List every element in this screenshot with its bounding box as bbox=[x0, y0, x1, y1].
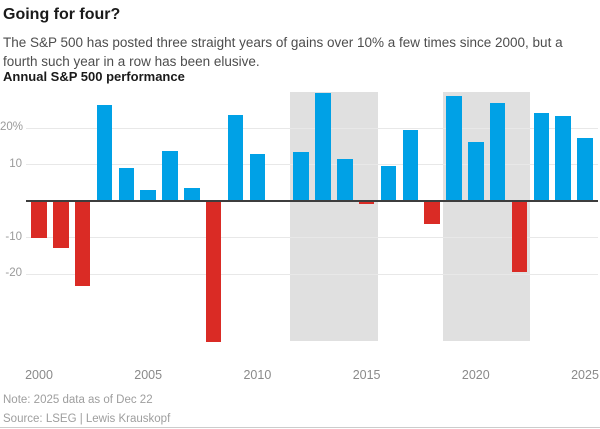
bar-2012 bbox=[293, 152, 309, 201]
bar-2001 bbox=[53, 201, 69, 249]
bar-2017 bbox=[402, 130, 419, 201]
x-tick-label: 2020 bbox=[461, 368, 490, 382]
y-tick-label: 20% bbox=[0, 121, 24, 133]
bar-2010 bbox=[249, 154, 266, 201]
gridline bbox=[26, 127, 598, 129]
bottom-border bbox=[0, 427, 600, 428]
bar-2003 bbox=[96, 104, 113, 201]
bar-2007 bbox=[184, 188, 200, 201]
highlight-band bbox=[290, 92, 378, 341]
bar-2020 bbox=[468, 141, 484, 201]
gridline bbox=[26, 164, 598, 165]
bar-2019 bbox=[446, 95, 462, 201]
bar-2004 bbox=[118, 168, 135, 201]
bar-2022 bbox=[511, 201, 528, 272]
gridline bbox=[26, 237, 598, 238]
bar-2018 bbox=[424, 201, 440, 224]
footnote: Note: 2025 data as of Dec 22 bbox=[3, 394, 153, 406]
chart-subtitle: The S&P 500 has posted three straight ye… bbox=[3, 35, 563, 69]
x-tick-label: 2000 bbox=[25, 368, 53, 382]
bar-2016 bbox=[380, 166, 397, 201]
bar-2025 bbox=[577, 137, 593, 201]
bar-2005 bbox=[140, 190, 156, 201]
bar-2024 bbox=[555, 115, 571, 201]
bar-2013 bbox=[315, 92, 331, 201]
bar-2014 bbox=[337, 159, 353, 201]
bar-2021 bbox=[489, 102, 506, 201]
bar-2000 bbox=[31, 201, 47, 238]
source-line: Source: LSEG | Lewis Krauskopf bbox=[3, 413, 171, 425]
x-tick-label: 2015 bbox=[352, 368, 381, 382]
page-title: Going for four? bbox=[3, 6, 121, 23]
y-tick-label: 10 bbox=[9, 157, 22, 170]
x-tick-label: 2025 bbox=[571, 368, 599, 382]
bar-2023 bbox=[533, 112, 550, 201]
x-tick-label: 2005 bbox=[134, 368, 163, 382]
chart-axis-title: Annual S&P 500 performance bbox=[3, 69, 185, 84]
bar-2002 bbox=[74, 201, 91, 287]
x-tick-label: 2010 bbox=[243, 368, 272, 382]
gridline bbox=[26, 273, 598, 275]
y-tick-label: -20 bbox=[5, 267, 22, 279]
bar-2015 bbox=[358, 201, 375, 204]
bar-2009 bbox=[227, 115, 244, 201]
bar-2006 bbox=[162, 151, 178, 201]
zero-axis-line bbox=[26, 200, 598, 202]
y-tick-label: -10 bbox=[5, 230, 22, 243]
bar-2008 bbox=[205, 201, 222, 342]
